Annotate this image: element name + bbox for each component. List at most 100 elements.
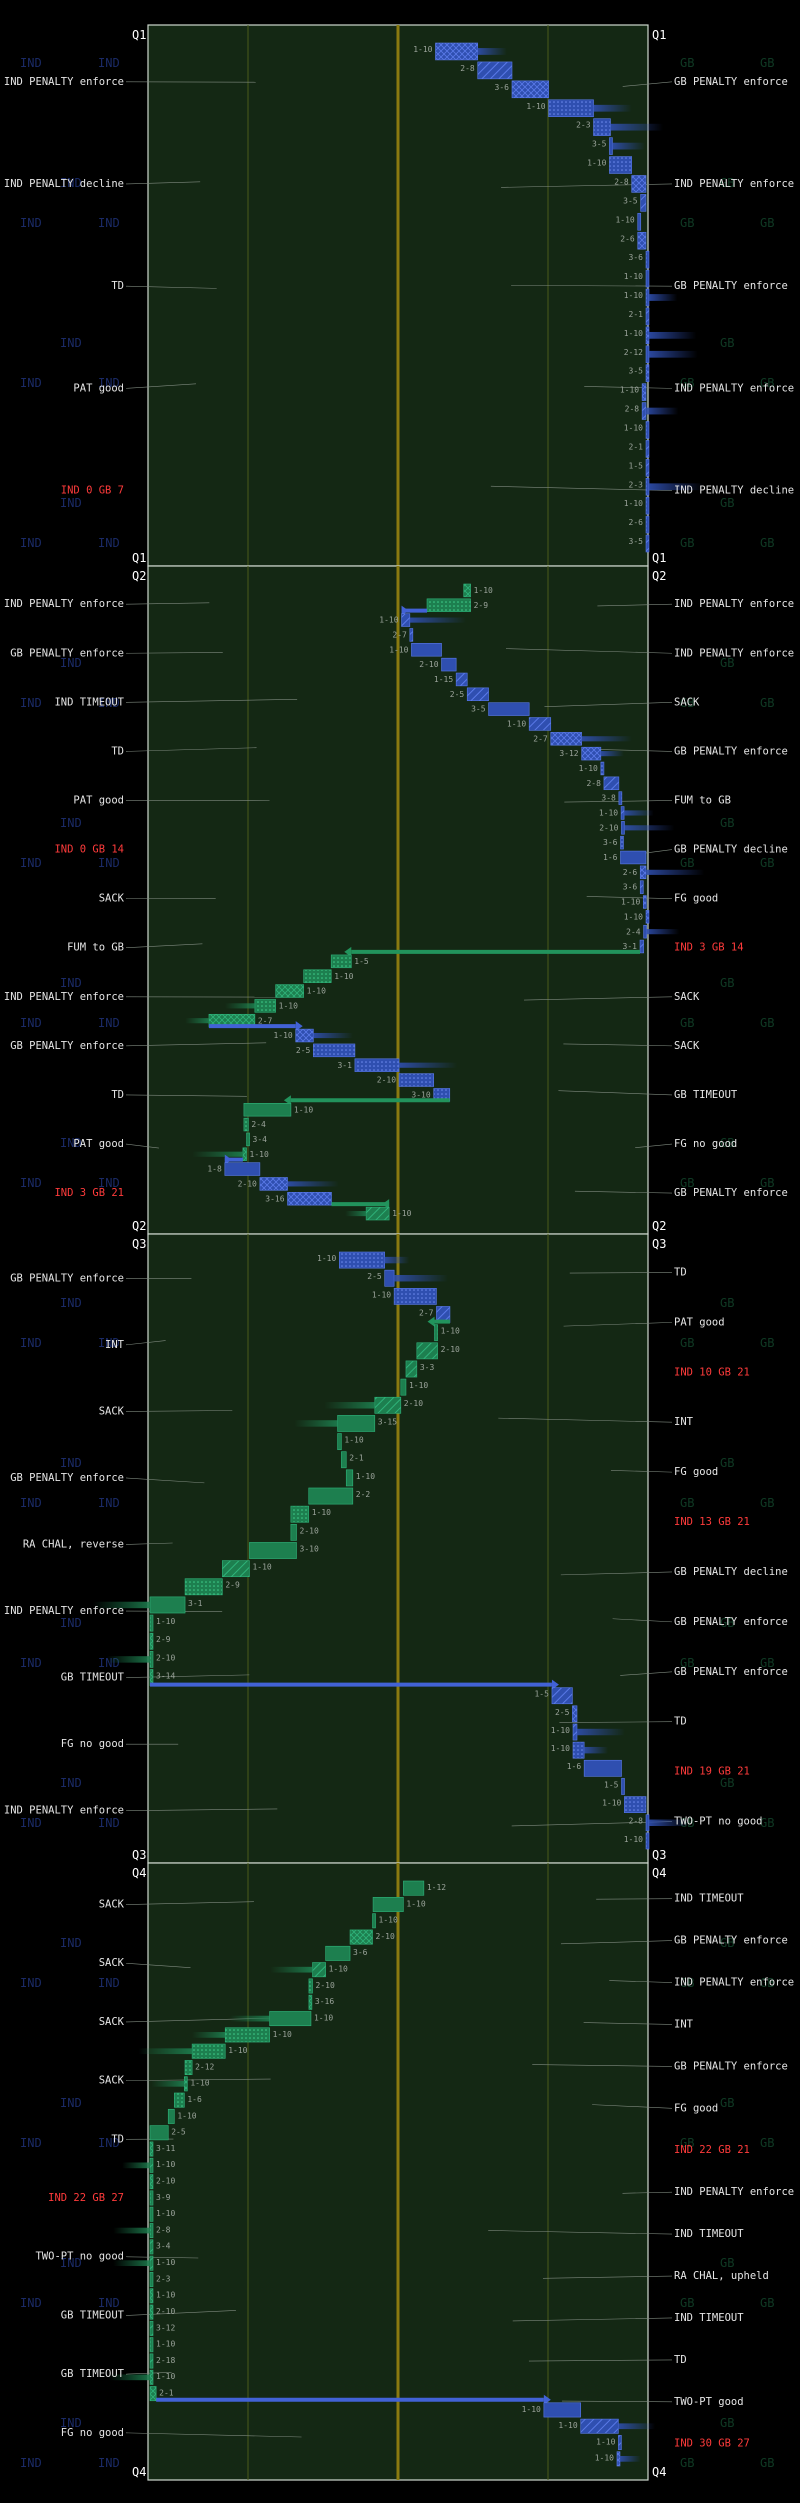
down-distance-label: 3-5 xyxy=(629,367,644,376)
play-fade xyxy=(624,810,654,816)
play-fade xyxy=(577,1728,625,1736)
down-distance-label: 2-9 xyxy=(474,601,489,610)
down-distance-label: 3-6 xyxy=(623,883,638,892)
down-distance-label: 3-4 xyxy=(156,2242,171,2251)
play-bar xyxy=(149,2239,154,2255)
play-bar xyxy=(149,2157,154,2173)
down-distance-label: 1-10 xyxy=(599,809,618,818)
event-label: GB PENALTY enforce xyxy=(674,280,788,292)
event-leader xyxy=(512,2317,673,2322)
event-leader xyxy=(524,996,673,1001)
down-distance-label: 1-10 xyxy=(389,645,408,654)
down-distance-label: 2-6 xyxy=(629,518,644,527)
quarter-label: Q2 xyxy=(652,569,666,583)
down-distance-label: 2-5 xyxy=(450,690,465,699)
play-bar xyxy=(308,1978,313,1994)
event-leader xyxy=(125,1143,159,1149)
event-label: TD xyxy=(674,2354,687,2366)
down-distance-label: 2-10 xyxy=(300,1526,319,1535)
play-bar xyxy=(290,1505,310,1523)
down-distance-label: 2-1 xyxy=(629,310,644,319)
watermark-gb: GB xyxy=(760,216,774,230)
down-distance-label: 1-10 xyxy=(273,1031,292,1040)
play-bar xyxy=(621,1778,625,1795)
watermark-ind: IND xyxy=(20,2456,42,2470)
watermark-ind: IND xyxy=(20,1496,42,1510)
down-distance-label: 2-12 xyxy=(624,348,643,357)
event-leader xyxy=(125,2078,271,2081)
down-distance-label: 1-10 xyxy=(307,987,326,996)
event-leader xyxy=(125,943,203,949)
play-bar xyxy=(641,402,647,420)
down-distance-label: 2-10 xyxy=(419,660,438,669)
play-bar xyxy=(341,1451,347,1469)
event-leader xyxy=(612,1618,673,1623)
down-distance-label: 3-6 xyxy=(353,1948,368,1957)
watermark-gb: GB xyxy=(680,1976,694,1990)
watermark-ind: IND xyxy=(20,216,42,230)
play-bar xyxy=(345,1469,354,1487)
play-fade xyxy=(224,1003,255,1009)
event-label: SACK xyxy=(99,1957,125,1969)
event-label: IND PENALTY decline xyxy=(674,485,794,497)
play-fade xyxy=(92,1601,150,1609)
event-label: TWO-PT no good xyxy=(674,1816,763,1828)
watermark-ind: IND xyxy=(60,2256,82,2270)
event-leader xyxy=(584,386,673,389)
watermark-gb: GB xyxy=(760,1176,774,1190)
event-label: IND PENALTY enforce xyxy=(674,2186,794,2198)
watermark-ind: IND xyxy=(60,1136,82,1150)
down-distance-label: 1-10 xyxy=(250,1150,269,1159)
event-label: GB TIMEOUT xyxy=(674,1089,738,1101)
watermark-ind: IND xyxy=(60,2416,82,2430)
down-distance-label: 3-5 xyxy=(592,140,607,149)
play-bar xyxy=(365,1206,390,1221)
down-distance-label: 2-5 xyxy=(555,1708,570,1717)
play-fade xyxy=(345,1211,367,1217)
arrow-head xyxy=(382,1199,390,1210)
down-distance-label: 1-10 xyxy=(624,1835,643,1844)
watermark-ind: IND xyxy=(60,656,82,670)
watermark-gb: GB xyxy=(720,1616,734,1630)
watermark-ind: IND xyxy=(60,336,82,350)
down-distance-label: 2-2 xyxy=(356,1490,371,1499)
play-bar xyxy=(488,702,530,716)
down-distance-label: 1-10 xyxy=(156,2291,175,2300)
down-distance-label: 1-15 xyxy=(434,675,453,684)
play-bar xyxy=(275,984,304,998)
down-distance-label: 3-11 xyxy=(156,2144,175,2153)
watermark-ind: IND xyxy=(98,56,120,70)
down-distance-label: 2-8 xyxy=(625,405,640,414)
play-bar xyxy=(149,1651,154,1668)
watermark-gb: GB xyxy=(760,376,774,390)
play-bar xyxy=(405,1360,418,1378)
score-label: IND 19 GB 21 xyxy=(674,1766,750,1778)
watermark-ind: IND xyxy=(98,216,120,230)
down-distance-label: 1-10 xyxy=(624,424,643,433)
score-label: IND 30 GB 27 xyxy=(674,2438,750,2450)
down-distance-label: 2-9 xyxy=(156,1635,171,1644)
event-leader xyxy=(560,1571,673,1576)
down-distance-label: 1-10 xyxy=(522,2405,541,2414)
down-distance-label: 1-10 xyxy=(409,1381,428,1390)
event-label: GB TIMEOUT xyxy=(61,2368,125,2380)
event-label: GB PENALTY decline xyxy=(674,844,788,856)
event-label: INT xyxy=(674,1416,694,1428)
quarter-label: Q2 xyxy=(652,1219,666,1233)
down-distance-label: 3-6 xyxy=(603,838,618,847)
watermark-gb: GB xyxy=(720,2256,734,2270)
down-distance-label: 2-8 xyxy=(156,2225,171,2234)
play-fade xyxy=(581,736,632,742)
watermark-ind: IND xyxy=(60,1296,82,1310)
watermark-ind: IND xyxy=(20,536,42,550)
down-distance-label: 3-12 xyxy=(559,749,578,758)
watermark-ind: IND xyxy=(60,496,82,510)
event-label: IND PENALTY enforce xyxy=(4,76,124,88)
down-distance-label: 2-3 xyxy=(629,480,644,489)
watermark-gb: GB xyxy=(720,336,734,350)
play-bar xyxy=(149,1596,186,1614)
watermark-gb: GB xyxy=(760,1976,774,1990)
down-distance-label: 2-7 xyxy=(419,1308,434,1317)
down-distance-label: 1-10 xyxy=(507,720,526,729)
play-bar xyxy=(149,2320,154,2336)
